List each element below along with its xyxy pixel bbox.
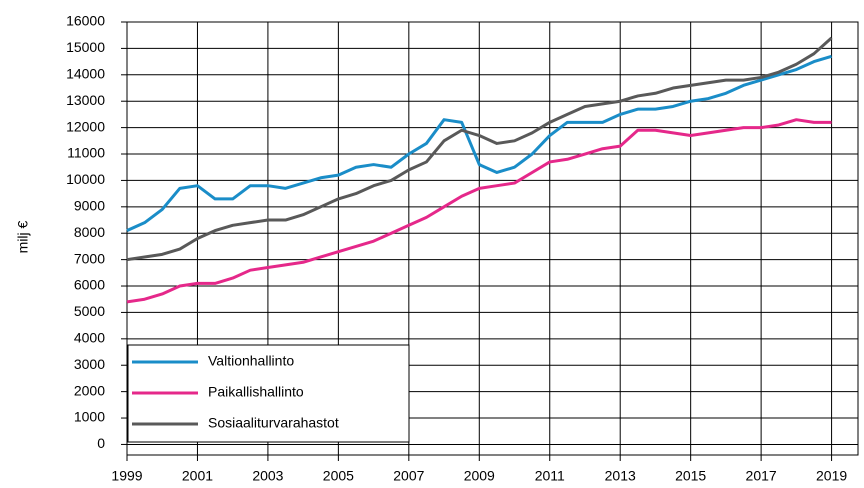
y-tick-label: 14000 — [66, 66, 105, 82]
legend-label: Sosiaaliturvarahastot — [208, 415, 339, 431]
legend-label: Valtionhallinto — [208, 353, 294, 369]
x-tick-label: 2005 — [323, 468, 354, 484]
x-tick-label: 2001 — [182, 468, 213, 484]
series-line — [126, 118, 832, 304]
x-tick-label: 2019 — [816, 468, 847, 484]
series-line — [126, 54, 833, 232]
x-tick-label: 2003 — [252, 468, 283, 484]
y-tick-label: 15000 — [66, 39, 105, 55]
y-tick-label: 5000 — [74, 303, 105, 319]
x-tick-label: 2015 — [675, 468, 706, 484]
y-tick-label: 13000 — [66, 92, 105, 108]
x-tick-label: 2013 — [605, 468, 636, 484]
y-tick-label: 4000 — [74, 330, 105, 346]
y-tick-label: 0 — [97, 435, 105, 451]
y-tick-label: 16000 — [66, 13, 105, 29]
y-axis-label: milj € — [15, 220, 31, 253]
y-tick-label: 9000 — [74, 198, 105, 214]
legend-label: Paikallishallinto — [208, 384, 304, 400]
x-tick-label: 2017 — [746, 468, 777, 484]
y-tick-label: 3000 — [74, 356, 105, 372]
y-tick-label: 6000 — [74, 277, 105, 293]
x-tick-label: 2007 — [393, 468, 424, 484]
x-tick-label: 2011 — [535, 468, 565, 484]
y-tick-label: 2000 — [74, 382, 105, 398]
y-tick-label: 10000 — [66, 171, 105, 187]
y-tick-label: 12000 — [66, 118, 105, 134]
x-tick-label: 1999 — [111, 468, 142, 484]
y-tick-label: 7000 — [74, 250, 105, 266]
y-tick-label: 11000 — [67, 145, 105, 161]
y-tick-label: 1000 — [74, 409, 105, 425]
y-tick-label: 8000 — [74, 224, 105, 240]
x-tick-label: 2009 — [464, 468, 495, 484]
series-line — [126, 36, 833, 262]
